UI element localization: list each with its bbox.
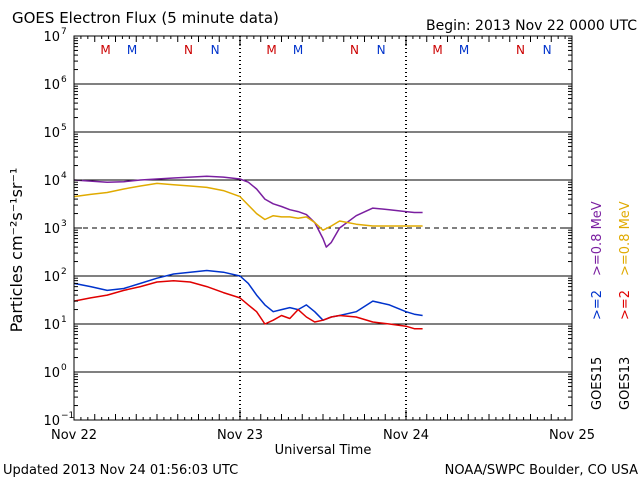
legend-goes13-08mev: >=0.8 MeV <box>618 201 633 276</box>
begin-time: Begin: 2013 Nov 22 0000 UTC <box>426 18 637 34</box>
y-tick-exponent: 0 <box>61 363 67 373</box>
y-axis-label: Particles cm⁻²s⁻¹sr⁻¹ <box>7 168 26 333</box>
marker-label: N <box>350 43 359 57</box>
y-tick-exponent: 3 <box>61 219 67 229</box>
data-series <box>73 175 423 330</box>
series-line <box>73 175 423 248</box>
y-tick-label: 10 <box>43 30 60 45</box>
y-tick-exponent: 7 <box>61 27 67 37</box>
x-tick-label: Nov 23 <box>217 428 263 443</box>
series-line <box>73 269 423 321</box>
updated-time: Updated 2013 Nov 24 01:56:03 UTC <box>3 463 238 478</box>
marker-label: M <box>266 43 276 57</box>
y-tick-exponent: 1 <box>61 315 67 325</box>
y-tick-label: 10 <box>43 414 60 429</box>
x-tick-label: Nov 24 <box>383 428 429 443</box>
x-tick-label: Nov 25 <box>549 428 595 443</box>
y-tick-label: 10 <box>43 126 60 141</box>
legend-goes13: GOES13 <box>618 357 633 410</box>
gridlines <box>74 36 572 420</box>
marker-label: M <box>293 43 303 57</box>
legend-goes15-08mev: >=0.8 MeV <box>590 201 605 276</box>
marker-label: N <box>184 43 193 57</box>
marker-label: M <box>127 43 137 57</box>
legend-goes15: GOES15 <box>590 357 605 410</box>
marker-label: M <box>100 43 110 57</box>
legend: >=0.8 MeV >=0.8 MeV >=2 >=2 GOES13 GOES15 <box>590 201 633 410</box>
y-tick-label: 10 <box>43 270 60 285</box>
credit-text: NOAA/SWPC Boulder, CO USA <box>445 463 638 478</box>
legend-goes15-2mev: >=2 <box>590 290 605 320</box>
marker-label: N <box>211 43 220 57</box>
marker-label: M <box>432 43 442 57</box>
y-tick-label: 10 <box>43 222 60 237</box>
y-tick-label: 10 <box>43 318 60 333</box>
y-tick-label: 10 <box>43 78 60 93</box>
y-tick-exponent: 5 <box>61 123 67 133</box>
marker-label: M <box>459 43 469 57</box>
legend-goes13-2mev: >=2 <box>618 290 633 320</box>
marker-label: N <box>377 43 386 57</box>
series-line <box>73 279 423 330</box>
x-axis-label: Universal Time <box>275 443 372 458</box>
plot-frame <box>73 35 573 421</box>
y-tick-exponent: −1 <box>61 411 74 421</box>
chart-title: GOES Electron Flux (5 minute data) <box>12 9 279 27</box>
marker-label: N <box>516 43 525 57</box>
y-tick-label: 10 <box>43 174 60 189</box>
marker-label: N <box>543 43 552 57</box>
series-line <box>73 182 423 231</box>
y-tick-exponent: 2 <box>61 267 67 277</box>
y-tick-exponent: 6 <box>61 75 67 85</box>
x-tick-label: Nov 22 <box>51 428 97 443</box>
y-tick-exponent: 4 <box>61 171 67 181</box>
y-tick-label: 10 <box>43 366 60 381</box>
